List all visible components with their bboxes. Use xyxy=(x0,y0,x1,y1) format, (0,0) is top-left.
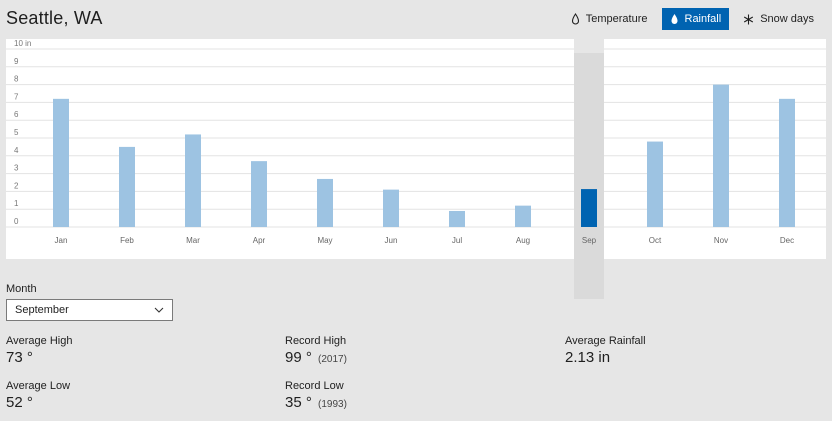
month-select[interactable]: September xyxy=(6,299,173,321)
x-tick-label: Jan xyxy=(55,236,68,245)
stat-record-low: Record Low 35 ° (1993) xyxy=(285,380,347,411)
record-high-year: (2017) xyxy=(318,354,347,365)
y-tick-label: 3 xyxy=(14,164,19,173)
record-high-label: Record High xyxy=(285,335,347,347)
x-tick-label: Jul xyxy=(452,236,462,245)
average-rainfall-label: Average Rainfall xyxy=(565,335,646,347)
record-low-value: 35 ° xyxy=(285,394,312,411)
bar-nov xyxy=(713,84,729,227)
y-tick-label: 10 in xyxy=(14,39,31,48)
stat-average-low: Average Low 52 ° xyxy=(6,380,70,411)
x-tick-label: Mar xyxy=(186,236,200,245)
bar-jul xyxy=(449,210,465,227)
record-low-label: Record Low xyxy=(285,380,344,392)
y-tick-label: 2 xyxy=(14,181,19,190)
selected-month-highlight xyxy=(574,53,604,299)
average-high-label: Average High xyxy=(6,335,73,347)
tab-snow-days-label: Snow days xyxy=(760,13,814,25)
y-tick-label: 8 xyxy=(14,75,19,84)
bar-may xyxy=(317,178,333,227)
bar-aug xyxy=(515,205,531,227)
y-tick-label: 5 xyxy=(14,128,19,137)
bar-jan xyxy=(53,98,69,227)
x-tick-label: Oct xyxy=(649,236,662,245)
page-title: Seattle, WA xyxy=(6,8,103,28)
header: Seattle, WA Temperature Rainfall xyxy=(0,0,832,38)
x-tick-label: Sep xyxy=(582,236,597,245)
metric-tabs: Temperature Rainfall Snow days xyxy=(557,8,822,30)
x-tick-label: Dec xyxy=(780,236,794,245)
y-tick-label: 0 xyxy=(14,217,19,226)
snowflake-icon xyxy=(743,14,754,25)
average-high-value: 73 ° xyxy=(6,349,33,366)
bar-jun xyxy=(383,189,399,227)
bar-feb xyxy=(119,146,135,227)
x-tick-label: Jun xyxy=(385,236,398,245)
average-low-label: Average Low xyxy=(6,380,71,392)
y-tick-label: 7 xyxy=(14,92,19,101)
record-low-year: (1993) xyxy=(318,399,347,410)
bar-mar xyxy=(185,134,201,227)
y-tick-label: 4 xyxy=(14,146,19,155)
x-tick-label: Feb xyxy=(120,236,134,245)
stat-average-rainfall: Average Rainfall 2.13 in xyxy=(565,335,646,366)
chevron-down-icon xyxy=(154,304,164,316)
stat-average-high: Average High 73 ° xyxy=(6,335,72,366)
tab-snow-days[interactable]: Snow days xyxy=(735,8,822,30)
tab-temperature-label: Temperature xyxy=(585,13,648,25)
raindrop-icon xyxy=(670,13,679,25)
y-tick-label: 6 xyxy=(14,110,19,119)
chart-panel-left xyxy=(6,39,574,259)
bar-oct xyxy=(647,141,663,227)
month-label: Month xyxy=(6,283,37,295)
x-tick-label: May xyxy=(317,236,332,245)
rainfall-chart: 0 1 2 3 4 5 6 7 8 9 10 in Jan Feb Mar Apr May Jun Jul Aug S… xyxy=(6,39,826,299)
record-high-value-line: 99 ° (2017) xyxy=(285,349,347,366)
x-tick-label: Apr xyxy=(253,236,266,245)
x-tick-label: Nov xyxy=(714,236,728,245)
tab-temperature[interactable]: Temperature xyxy=(563,8,656,30)
stat-record-high: Record High 99 ° (2017) xyxy=(285,335,347,366)
y-tick-label: 9 xyxy=(14,57,19,66)
y-tick-label: 1 xyxy=(14,199,19,208)
thermometer-icon xyxy=(571,13,580,25)
bar-dec xyxy=(779,98,795,227)
record-high-value: 99 ° xyxy=(285,349,312,366)
tab-rainfall[interactable]: Rainfall xyxy=(661,8,730,30)
average-rainfall-value: 2.13 in xyxy=(565,349,611,366)
record-low-value-line: 35 ° (1993) xyxy=(285,394,347,411)
x-tick-label: Aug xyxy=(516,236,530,245)
bar-apr xyxy=(251,161,267,227)
chart-svg: 0 1 2 3 4 5 6 7 8 9 10 in Jan Feb Mar Apr May Jun Jul Aug S… xyxy=(6,39,826,245)
average-low-value: 52 ° xyxy=(6,394,33,411)
tab-rainfall-label: Rainfall xyxy=(684,13,722,25)
bar-sep xyxy=(581,189,597,227)
month-select-value: September xyxy=(15,304,69,316)
